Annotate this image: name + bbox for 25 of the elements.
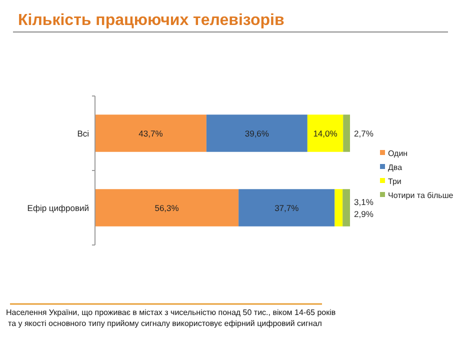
data-label: 37,7% (274, 202, 300, 213)
bar (334, 189, 343, 226)
bar (238, 189, 335, 226)
bar (343, 114, 350, 152)
text: та у якості основного типу прийому сигналу використовує ефірний цифровий сигнал (8, 319, 322, 328)
text: Населення України, що проживає в містах з чисельністю понад 50 тис., віком 14-65 років (6, 308, 336, 317)
data-label: 39,6% (244, 128, 270, 138)
data-label: 43,7% (138, 128, 164, 138)
legend-label: Два (388, 163, 403, 172)
data-label: 56,3% (154, 202, 180, 213)
bar (206, 114, 308, 152)
y-tick-label: Всі (77, 128, 90, 138)
legend-label: Чотири та більше (388, 191, 454, 200)
data-label: 2,7% (354, 128, 374, 138)
data-label: 2,9% (354, 208, 374, 219)
chart-title: Кількість працюючих телевізорів (18, 12, 284, 29)
bar (307, 114, 344, 152)
legend-label: Три (388, 177, 402, 186)
bar (342, 189, 350, 226)
data-label: 3,1% (354, 196, 374, 207)
legend-label: Один (388, 149, 408, 158)
y-tick-label: Ефір цифровий (27, 202, 90, 213)
bar (95, 189, 239, 226)
data-label: 14,0% (313, 128, 338, 138)
bar (95, 114, 206, 152)
